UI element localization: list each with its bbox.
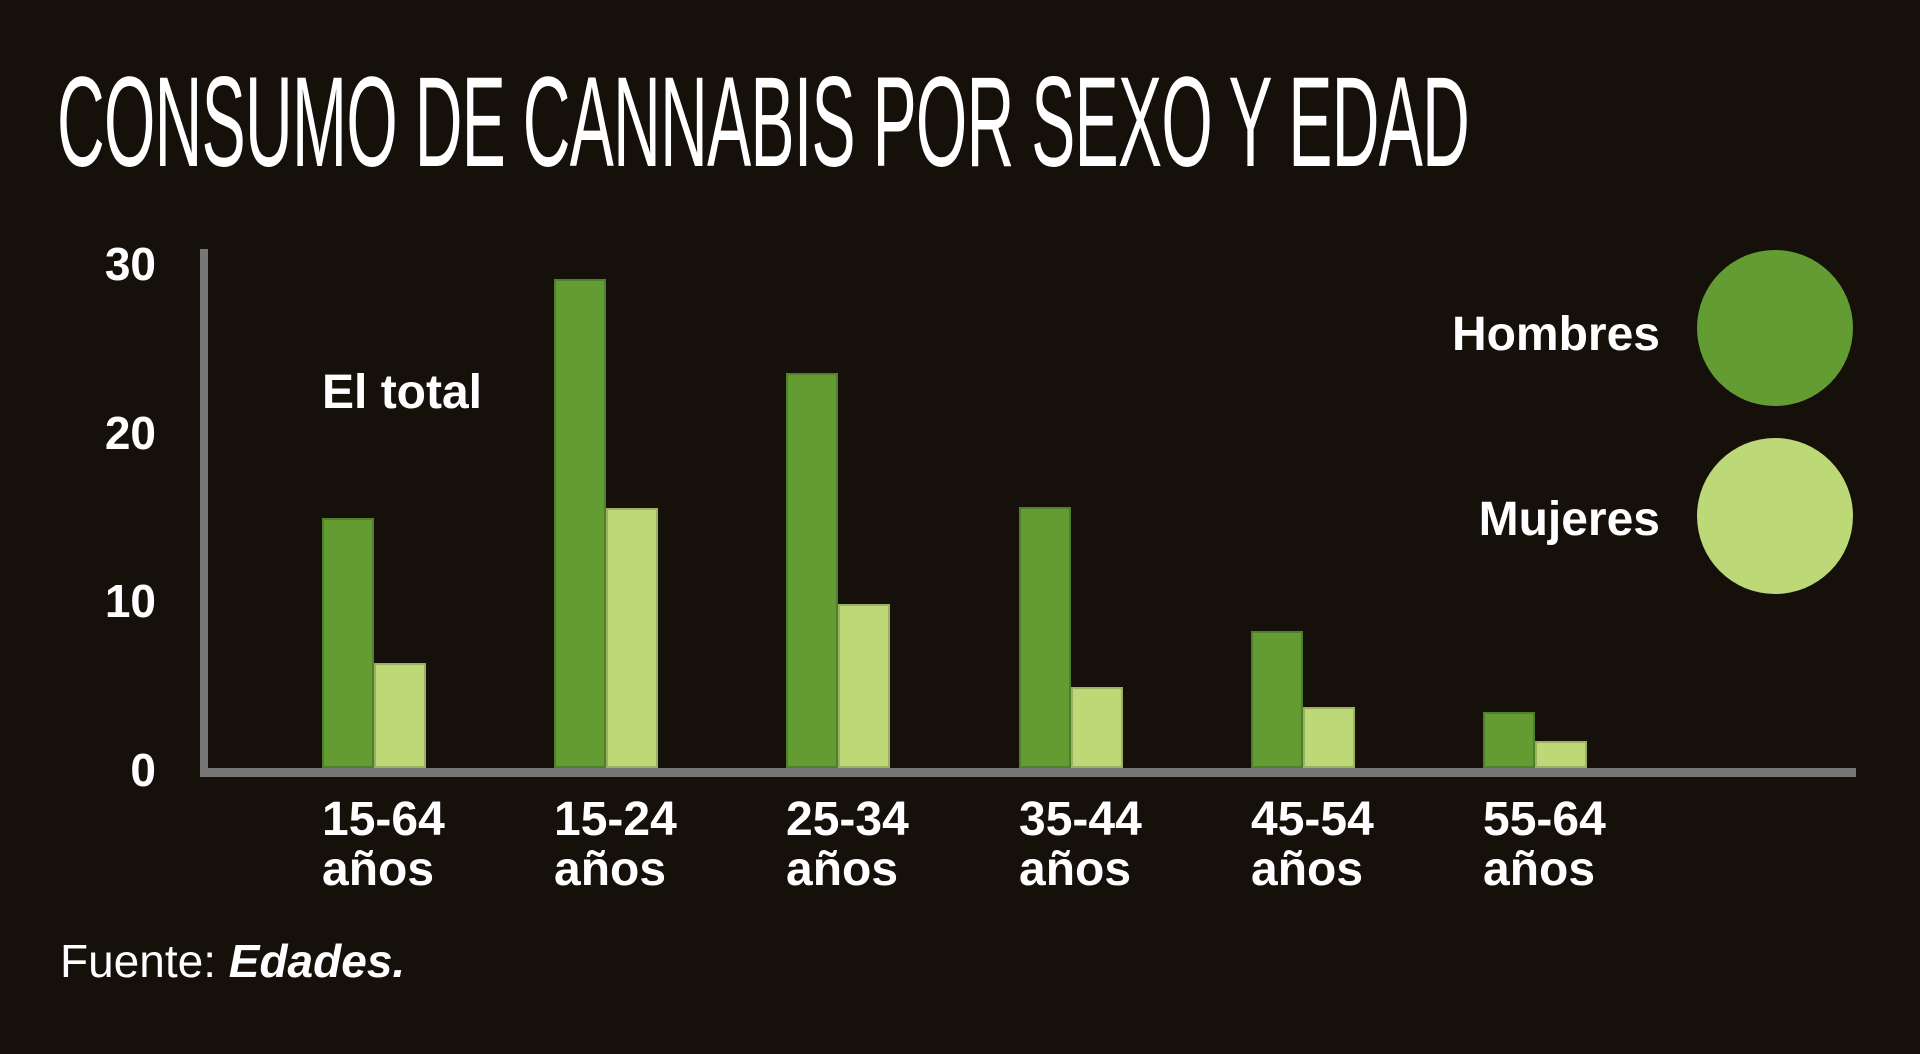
chart-title: CONSUMO DE CANNABIS POR SEXO Y EDAD (57, 50, 1470, 195)
legend-swatch-mujeres-circle-icon (1697, 438, 1853, 594)
y-tick-10: 10 (104, 575, 156, 627)
y-tick-30: 30 (104, 238, 156, 290)
bar-hombres-15-24 (554, 279, 606, 768)
bar-hombres-55-64 (1483, 712, 1535, 768)
y-tick-20: 20 (104, 407, 156, 459)
legend-label-mujeres: Mujeres (1478, 493, 1660, 546)
bar-hombres-45-54 (1251, 631, 1303, 768)
bar-mujeres-45-54 (1303, 707, 1355, 768)
bar-mujeres-35-44 (1071, 687, 1123, 768)
legend-swatch-hombres-circle-icon (1697, 250, 1853, 406)
y-axis-line (200, 249, 208, 777)
bar-mujeres-15-24 (606, 508, 658, 768)
source-name: Edades. (228, 935, 406, 987)
y-tick-0: 0 (130, 744, 156, 796)
bar-mujeres-15-64 (374, 663, 426, 768)
bar-mujeres-55-64 (1535, 741, 1587, 768)
x-label-25-34: 25-34 años (786, 793, 909, 896)
x-label-15-64: 15-64 años (322, 793, 445, 896)
bar-hombres-25-34 (786, 373, 838, 768)
x-label-15-24: 15-24 años (554, 793, 677, 896)
x-axis-line (200, 768, 1856, 777)
total-annotation: El total (322, 366, 483, 419)
source-note: Fuente: Edades. (60, 934, 405, 988)
x-label-35-44: 35-44 años (1019, 793, 1142, 896)
bar-hombres-15-64 (322, 518, 374, 768)
x-label-55-64: 55-64 años (1483, 793, 1606, 896)
bar-hombres-35-44 (1019, 507, 1071, 768)
bar-mujeres-25-34 (838, 604, 890, 768)
source-prefix: Fuente: (60, 935, 229, 987)
legend-label-hombres: Hombres (1451, 308, 1660, 361)
x-label-45-54: 45-54 años (1251, 793, 1374, 896)
